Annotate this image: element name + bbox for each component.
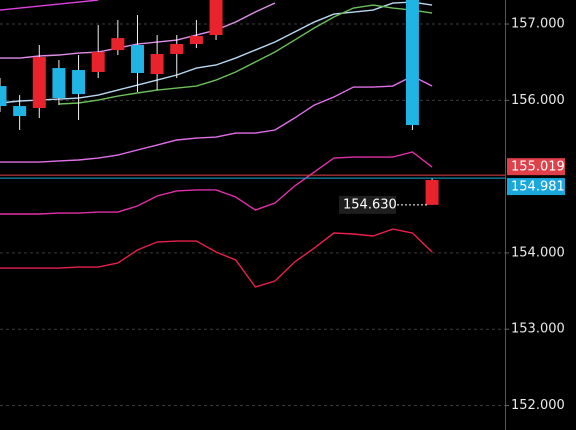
- candle-body: [209, 0, 223, 36]
- candle-body: [0, 86, 7, 107]
- candle-body: [425, 179, 439, 205]
- price-axis: 157.000 156.000 154.000 153.000 152.000 155.0…: [505, 17, 565, 413]
- price-box: [507, 158, 565, 176]
- candle-body: [111, 38, 125, 51]
- indicator-line: [0, 228, 433, 288]
- indicator-line: [0, 151, 433, 215]
- y-tick-label: 153.000: [511, 322, 565, 337]
- candle-body: [13, 106, 27, 117]
- plot-area: 154.630: [0, 0, 505, 288]
- price-box: [507, 178, 565, 196]
- candle-body: [91, 52, 105, 73]
- y-tick-label: 156.000: [511, 93, 565, 108]
- indicator-line: [58, 4, 433, 105]
- y-tick-label: 154.000: [511, 245, 565, 260]
- price-box-label: 154.981: [511, 180, 565, 195]
- candle-body: [130, 45, 144, 74]
- indicator-line: [0, 0, 99, 11]
- candle-body: [150, 54, 164, 75]
- candle-body: [170, 44, 184, 55]
- candle-body: [405, 0, 419, 126]
- y-tick-label: 157.000: [511, 17, 565, 32]
- candle-body: [32, 57, 46, 109]
- candle-body: [189, 36, 203, 45]
- price-box-label: 155.019: [511, 160, 565, 175]
- last-price-label: 154.630: [343, 197, 397, 212]
- y-tick-label: 152.000: [511, 398, 565, 413]
- candle-body: [52, 68, 66, 99]
- indicator-line: [0, 1, 433, 104]
- indicator-line: [0, 75, 433, 163]
- last-price-box: [339, 195, 396, 214]
- candle-body: [72, 70, 86, 95]
- grid: [0, 23, 505, 407]
